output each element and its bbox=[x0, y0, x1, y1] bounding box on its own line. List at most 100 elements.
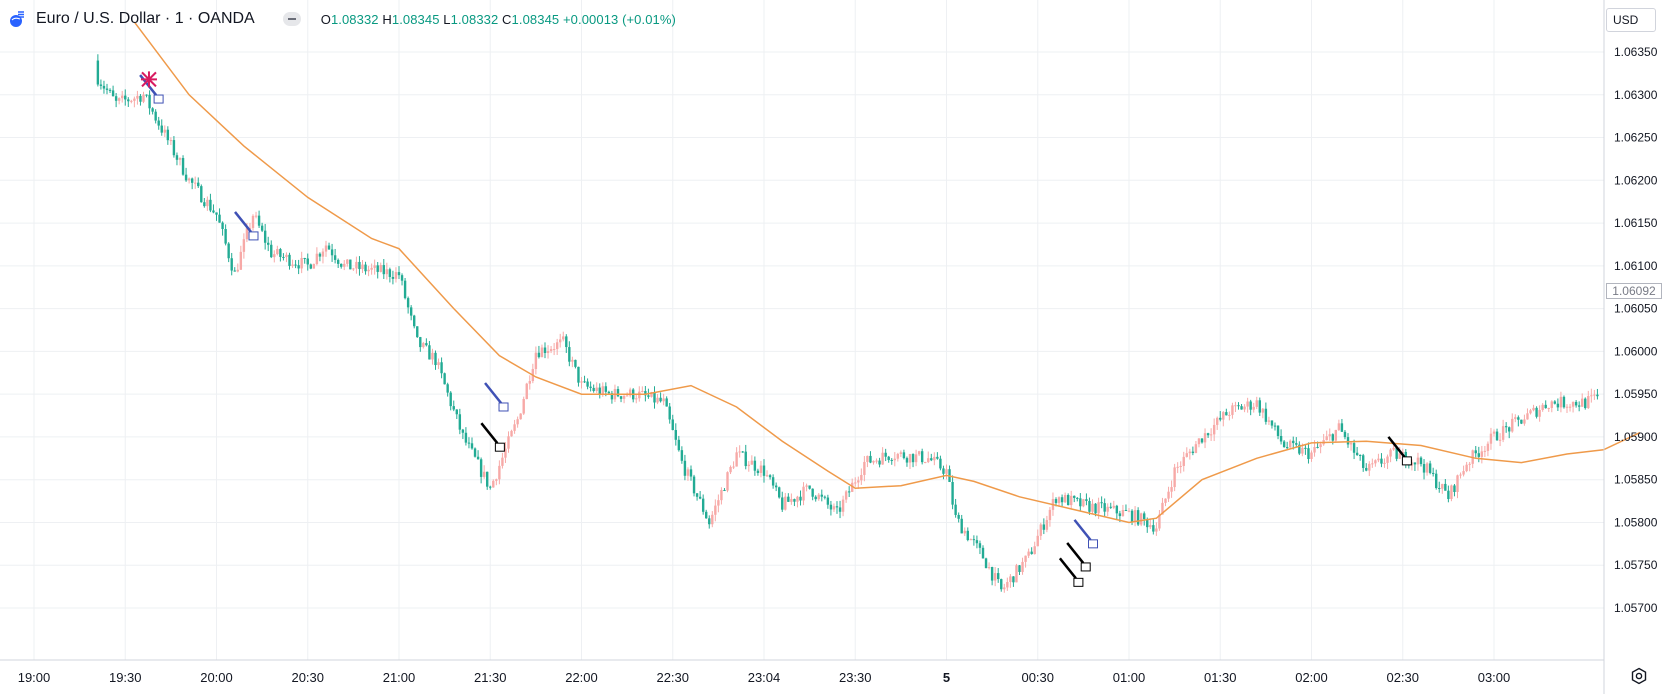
candle-up bbox=[1188, 451, 1192, 454]
candle-down bbox=[820, 494, 823, 497]
candle-down bbox=[705, 511, 708, 519]
candle-up bbox=[236, 269, 239, 272]
price-tick-label: 1.06300 bbox=[1614, 88, 1658, 102]
candle-up bbox=[1587, 396, 1590, 409]
time-tick-label: 22:30 bbox=[656, 670, 689, 685]
currency-selector[interactable]: USD bbox=[1606, 8, 1656, 32]
candle-up bbox=[1149, 525, 1152, 528]
candle-up bbox=[291, 264, 294, 266]
candle-down bbox=[151, 108, 154, 112]
candle-down bbox=[537, 352, 541, 358]
candle-down bbox=[997, 573, 1000, 580]
candle-down bbox=[598, 387, 601, 395]
time-axis[interactable]: 19:00 19:30 20:00 20:30 21:00 21:30 22:00 22:30… bbox=[18, 670, 1511, 685]
gear-icon[interactable] bbox=[1628, 665, 1650, 687]
candle-up bbox=[1337, 423, 1341, 430]
price-tick-label: 1.06150 bbox=[1614, 216, 1658, 230]
candle-down bbox=[951, 482, 954, 505]
candle-up bbox=[534, 352, 538, 370]
symbol-legend: Euro / U.S. Dollar · 1 · OANDA O1.08332 … bbox=[8, 8, 676, 30]
candle-down bbox=[911, 454, 915, 463]
candle-up bbox=[540, 347, 544, 358]
candle-up bbox=[1538, 409, 1541, 417]
candle-up bbox=[738, 451, 741, 453]
candle-up bbox=[1581, 398, 1584, 407]
candle-up bbox=[1301, 447, 1304, 454]
globe-currency-icon[interactable] bbox=[8, 10, 26, 28]
candle-up bbox=[242, 239, 246, 252]
candle-down bbox=[224, 229, 227, 244]
candle-down bbox=[756, 470, 760, 473]
candle-up bbox=[367, 269, 370, 272]
candle-down bbox=[1535, 407, 1538, 417]
candle-down bbox=[1100, 502, 1103, 504]
candle-up bbox=[1139, 513, 1143, 525]
candle-down bbox=[452, 406, 455, 410]
eye-minus-icon[interactable] bbox=[282, 12, 301, 26]
candle-down bbox=[166, 129, 170, 141]
candle-down bbox=[990, 567, 994, 581]
candle-up bbox=[1212, 424, 1216, 435]
candle-up bbox=[720, 490, 723, 501]
moving-average bbox=[133, 21, 1641, 524]
candle-down bbox=[610, 393, 614, 400]
candle-down bbox=[1273, 425, 1277, 427]
candle-down bbox=[1225, 412, 1228, 416]
candle-down bbox=[1094, 503, 1097, 514]
candle-up bbox=[516, 419, 519, 425]
candle-up bbox=[495, 479, 498, 481]
candle-down bbox=[461, 429, 465, 433]
price-axis[interactable]: 1.06350 1.06300 1.06250 1.06200 1.06150 1.061… bbox=[1614, 45, 1658, 615]
trade-arrow bbox=[234, 211, 252, 233]
candle-up bbox=[1377, 458, 1380, 461]
candle-down bbox=[604, 386, 608, 392]
time-tick-label: 03:00 bbox=[1478, 670, 1511, 685]
candle-down bbox=[1130, 510, 1134, 522]
candle-down bbox=[200, 186, 203, 203]
candle-down bbox=[829, 504, 833, 510]
low-value: 1.08332 bbox=[450, 11, 499, 27]
candle-up bbox=[1209, 434, 1213, 436]
candle-down bbox=[1340, 423, 1344, 432]
candle-down bbox=[157, 120, 160, 126]
candle-up bbox=[504, 448, 507, 458]
candle-up bbox=[559, 339, 562, 343]
candle-down bbox=[221, 222, 224, 230]
candle-up bbox=[300, 258, 303, 269]
candle-down bbox=[330, 249, 334, 256]
candle-up bbox=[136, 95, 139, 99]
candle-up bbox=[1039, 524, 1042, 536]
candle-down bbox=[954, 504, 957, 515]
symbol-title[interactable]: Euro / U.S. Dollar · 1 · OANDA bbox=[36, 10, 255, 27]
candle-down bbox=[279, 249, 282, 257]
time-tick-label: 02:00 bbox=[1295, 670, 1328, 685]
candle-up bbox=[750, 460, 754, 465]
candle-up bbox=[841, 499, 845, 512]
candle-up bbox=[893, 458, 896, 461]
candle-down bbox=[1413, 462, 1417, 465]
candle-down bbox=[981, 547, 985, 559]
price-tick-label: 1.06350 bbox=[1614, 45, 1658, 59]
candle-up bbox=[863, 461, 866, 475]
candle-down bbox=[434, 352, 437, 366]
candle-down bbox=[340, 263, 343, 267]
candle-up bbox=[324, 245, 328, 252]
candle-up bbox=[528, 381, 531, 384]
candle-up bbox=[717, 500, 720, 506]
candle-up bbox=[711, 514, 714, 525]
candle-up bbox=[498, 465, 501, 480]
candle-down bbox=[793, 499, 796, 502]
candle-down bbox=[1447, 490, 1450, 499]
candle-down bbox=[1520, 419, 1523, 424]
candle-down bbox=[1428, 463, 1432, 473]
candle-up bbox=[525, 383, 528, 400]
candle-up bbox=[1170, 487, 1173, 492]
candle-up bbox=[1164, 498, 1167, 503]
candle-down bbox=[869, 455, 872, 463]
candle-down bbox=[1000, 579, 1003, 590]
candle-up bbox=[133, 98, 136, 101]
candle-down bbox=[616, 389, 620, 397]
candle-down bbox=[1574, 401, 1578, 406]
